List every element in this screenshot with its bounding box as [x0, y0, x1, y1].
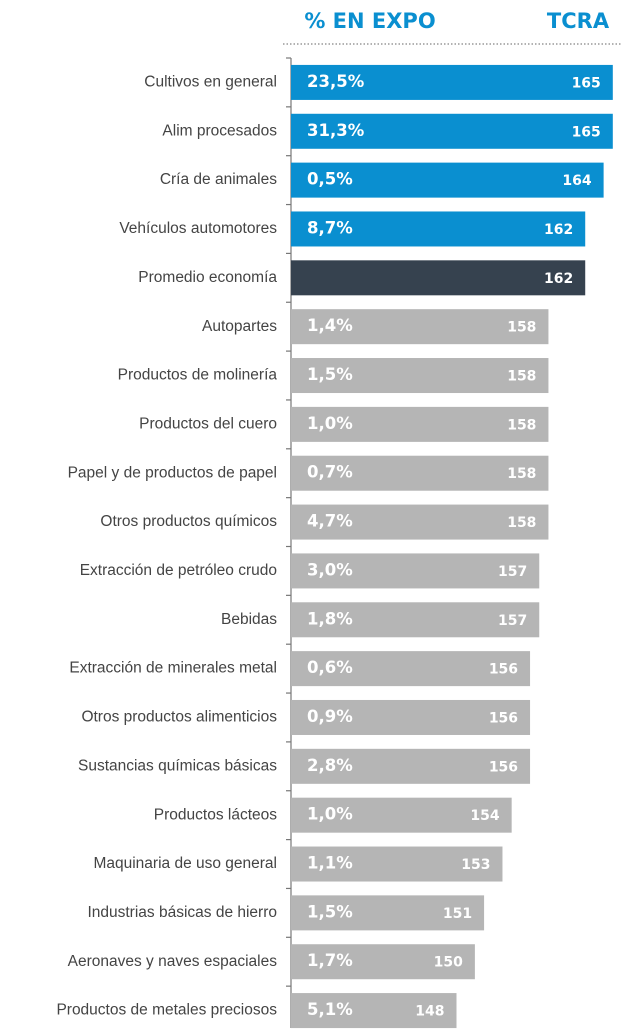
expo-label: 0,5%	[307, 170, 353, 189]
category-label: Productos de metales preciosos	[56, 1002, 277, 1019]
bar	[291, 113, 613, 149]
expo-label: 31,3%	[307, 121, 365, 140]
value-label: 158	[507, 466, 536, 482]
value-label: 148	[415, 1004, 444, 1020]
category-label: Productos del cuero	[139, 415, 277, 432]
expo-label: 2,8%	[307, 756, 353, 775]
expo-label: 1,0%	[307, 805, 353, 824]
value-label: 157	[498, 613, 527, 629]
value-label: 150	[434, 955, 463, 971]
value-label: 162	[544, 222, 573, 238]
value-label: 153	[461, 857, 490, 873]
expo-label: 0,9%	[307, 707, 353, 726]
bar	[291, 504, 549, 540]
bar	[291, 993, 457, 1029]
expo-label: 5,1%	[307, 1000, 353, 1019]
expo-label: 1,5%	[307, 902, 353, 921]
category-label: Cría de animales	[160, 171, 277, 188]
value-label: 158	[507, 320, 536, 336]
bar	[291, 553, 540, 589]
bar	[291, 797, 512, 833]
bar	[291, 602, 540, 638]
category-label: Extracción de petróleo crudo	[80, 562, 277, 579]
bar	[291, 455, 549, 491]
bar	[291, 699, 531, 735]
category-label: Otros productos alimenticios	[81, 709, 277, 726]
value-label: 162	[544, 271, 573, 287]
bar	[291, 64, 613, 100]
header-tcra: TCRA	[547, 9, 610, 33]
expo-label: 0,6%	[307, 658, 353, 677]
expo-label: 3,0%	[307, 560, 353, 579]
category-label: Productos lácteos	[154, 806, 277, 823]
category-label: Vehículos automotores	[119, 220, 277, 237]
category-label: Bebidas	[221, 611, 277, 628]
expo-label: 1,1%	[307, 854, 353, 873]
bar	[291, 260, 586, 296]
value-label: 158	[507, 417, 536, 433]
category-label: Autopartes	[202, 318, 277, 335]
category-label: Cultivos en general	[144, 74, 277, 91]
bar	[291, 211, 586, 247]
category-label: Alim procesados	[162, 122, 277, 139]
category-label: Papel y de productos de papel	[68, 464, 277, 481]
category-label: Productos de molinería	[118, 367, 278, 384]
expo-label: 1,7%	[307, 951, 353, 970]
value-label: 156	[489, 710, 518, 726]
header-expo: % EN EXPO	[304, 9, 435, 33]
expo-label: 1,0%	[307, 414, 353, 433]
category-label: Sustancias químicas básicas	[78, 757, 277, 774]
expo-label: 1,8%	[307, 609, 353, 628]
category-label: Maquinaria de uso general	[93, 855, 277, 872]
expo-label: 4,7%	[307, 512, 353, 531]
category-label: Industrias básicas de hierro	[87, 904, 277, 921]
value-label: 158	[507, 515, 536, 531]
bar	[291, 748, 531, 784]
value-label: 154	[470, 808, 499, 824]
value-label: 158	[507, 369, 536, 385]
category-label: Otros productos químicos	[100, 513, 277, 530]
expo-label: 0,7%	[307, 463, 353, 482]
value-label: 165	[572, 75, 601, 91]
bar	[291, 651, 531, 687]
category-label: Aeronaves y naves espaciales	[68, 953, 278, 970]
bar	[291, 944, 475, 980]
expo-label: 8,7%	[307, 218, 353, 237]
expo-label: 1,5%	[307, 365, 353, 384]
bar	[291, 162, 604, 198]
category-label: Promedio economía	[138, 269, 277, 286]
bar	[291, 309, 549, 345]
value-label: 165	[572, 124, 601, 140]
value-label: 151	[443, 906, 472, 922]
bar	[291, 895, 485, 931]
expo-label: 1,4%	[307, 316, 353, 335]
value-label: 157	[498, 564, 527, 580]
bar	[291, 846, 503, 882]
expo-label: 23,5%	[307, 72, 365, 91]
value-label: 156	[489, 662, 518, 678]
value-label: 156	[489, 759, 518, 775]
category-label: Extracción de minerales metal	[69, 660, 277, 677]
bar	[291, 358, 549, 394]
bar	[291, 406, 549, 442]
value-label: 164	[562, 173, 591, 189]
